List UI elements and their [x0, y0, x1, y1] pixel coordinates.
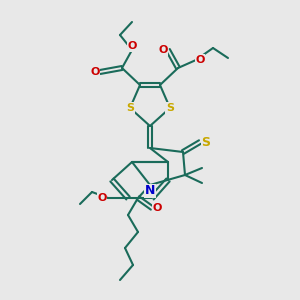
Text: O: O: [195, 55, 205, 65]
Text: O: O: [152, 203, 162, 213]
Text: S: S: [166, 103, 174, 113]
Text: O: O: [158, 45, 168, 55]
Text: O: O: [127, 41, 137, 51]
Text: O: O: [90, 67, 100, 77]
Text: N: N: [145, 184, 155, 197]
Text: S: S: [126, 103, 134, 113]
Text: S: S: [202, 136, 211, 148]
Text: O: O: [97, 193, 107, 203]
